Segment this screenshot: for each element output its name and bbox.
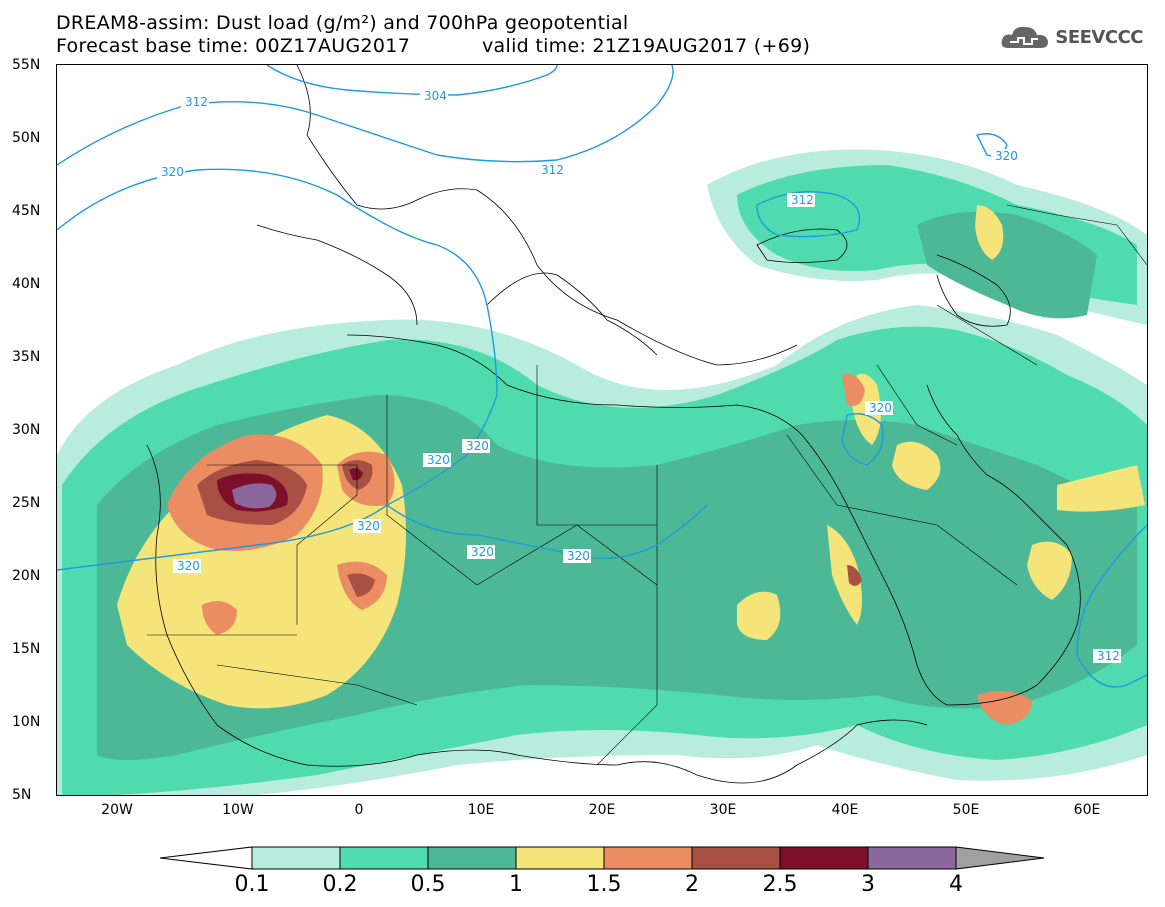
lat-label-45n: 45N (12, 203, 41, 219)
contour-label-304: 304 (424, 89, 447, 103)
colorbar-label-0-1: 0.1 (234, 872, 270, 897)
lat-label-30n: 30N (12, 422, 41, 438)
cloud-icon (1001, 26, 1049, 48)
forecast-base-time: Forecast base time: 00Z17AUG2017 (56, 35, 411, 57)
colorbar-swatch-2-5 (779, 846, 869, 870)
contour-label-320-iraq: 320 (869, 401, 892, 415)
map-title: DREAM8-assim: Dust load (g/m²) and 700hP… (56, 12, 629, 34)
contour-label-320-libya: 320 (466, 439, 489, 453)
valid-time: valid time: 21Z19AUG2017 (+69) (482, 35, 811, 57)
contour-label-320-mauritania: 320 (177, 559, 200, 573)
lat-label-35n: 35N (12, 349, 41, 365)
geopotential-contours (57, 65, 1147, 688)
colorbar-label-2-5: 2.5 (762, 872, 798, 897)
colorbar-label-1: 1 (509, 872, 523, 897)
colorbar-label-2: 2 (685, 872, 699, 897)
contour-labels: 312 304 320 312 312 320 320 320 320 320 … (157, 89, 1121, 663)
colorbar-swatch-0-5 (427, 846, 517, 870)
colorbar-arrow-left (159, 846, 253, 870)
lat-label-10n: 10N (12, 714, 41, 730)
contour-label-320-algeria: 320 (357, 519, 380, 533)
lon-label-20w: 20W (101, 802, 133, 818)
contour-label-312-west: 312 (185, 95, 208, 109)
colorbar-swatch-1 (515, 846, 605, 870)
seevccc-logo: SEEVCCC (1000, 22, 1143, 52)
coastlines (146, 65, 1081, 784)
lat-label-20n: 20N (12, 568, 41, 584)
logo-text: SEEVCCC (1055, 26, 1143, 48)
lat-label-15n: 15N (12, 641, 41, 657)
colorbar-swatch-1-5 (603, 846, 693, 870)
lon-label-20e: 20E (588, 802, 616, 818)
contour-label-320-niger: 320 (471, 545, 494, 559)
lat-label-5n: 5N (12, 787, 32, 803)
lon-label-50e: 50E (952, 802, 980, 818)
lat-label-25n: 25N (12, 495, 41, 511)
colorbar-swatch-3 (867, 846, 957, 870)
lat-label-55n: 55N (12, 57, 41, 73)
lon-label-60e: 60E (1073, 802, 1101, 818)
colorbar-swatch-0-2 (339, 846, 429, 870)
colorbar-label-4: 4 (949, 872, 963, 897)
contour-label-320-west: 320 (161, 165, 184, 179)
country-borders (147, 204, 1147, 766)
contour-label-312-central: 312 (541, 163, 564, 177)
colorbar-label-1-5: 1.5 (586, 872, 622, 897)
colorbar-swatch-2 (691, 846, 781, 870)
contour-label-320-chad: 320 (567, 549, 590, 563)
lat-label-50n: 50N (12, 130, 41, 146)
dust-level-3 (232, 483, 277, 509)
lon-label-10w: 10W (222, 802, 254, 818)
colorbar (159, 845, 1045, 875)
colorbar-arrow-right (955, 846, 1045, 870)
lon-label-30e: 30E (709, 802, 737, 818)
contour-label-320-caspian: 320 (995, 149, 1018, 163)
colorbar-label-3: 3 (861, 872, 875, 897)
contour-label-320-sahara: 320 (427, 453, 450, 467)
lon-label-10e: 10E (467, 802, 495, 818)
colorbar-swatch-0-1 (251, 846, 341, 870)
dust-load-map: 312 304 320 312 312 320 320 320 320 320 … (56, 64, 1148, 796)
lat-label-40n: 40N (12, 276, 41, 292)
contour-label-312-blacksea: 312 (791, 193, 814, 207)
colorbar-label-0-2: 0.2 (322, 872, 358, 897)
contour-label-312-arabian-sea: 312 (1097, 649, 1120, 663)
lon-label-0: 0 (354, 802, 364, 818)
lon-label-40e: 40E (831, 802, 859, 818)
colorbar-label-0-5: 0.5 (410, 872, 446, 897)
